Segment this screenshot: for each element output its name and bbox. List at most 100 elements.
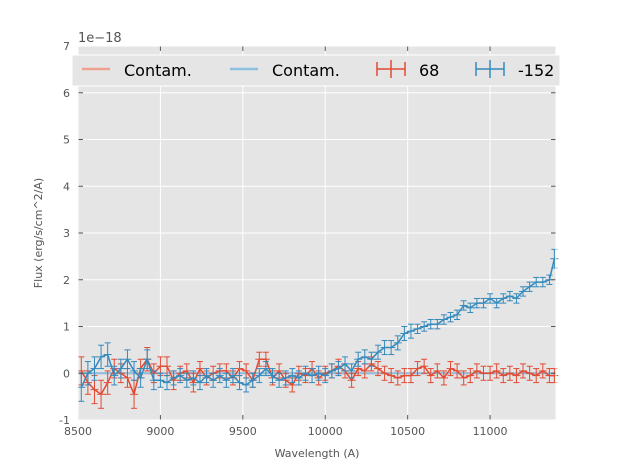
errorbar-152 (446, 311, 455, 323)
errorbar-152 (479, 297, 488, 309)
axis-ticks: 8500 9000 9500 10000 10500 11000 -1 0 1 2 3 4 5 6 7 (59, 40, 557, 438)
errorbar-68 (505, 365, 514, 381)
y-tick-label: 0 (63, 367, 70, 380)
errorbar-68 (459, 370, 468, 386)
errorbar-68 (466, 368, 475, 384)
errorbar-68 (519, 363, 528, 379)
errorbar-152 (505, 290, 514, 302)
errorbar-152 (97, 344, 106, 370)
x-tick-label: 9500 (229, 425, 257, 438)
errorbar-152 (116, 358, 125, 379)
errorbar-152 (327, 363, 336, 379)
errorbar-152 (453, 309, 462, 320)
legend-label-152: -152 (518, 61, 554, 80)
errorbar-152 (360, 349, 369, 365)
errorbar-152 (143, 349, 152, 370)
errorbar-152 (538, 276, 547, 288)
errorbar-68 (387, 368, 396, 384)
y-tick-label: 4 (63, 180, 70, 193)
errorbar-152 (123, 349, 132, 370)
x-tick-label: 10000 (308, 425, 343, 438)
y-tick-label: 3 (63, 227, 70, 240)
legend-swatch-68 (376, 60, 406, 78)
errorbar-152 (202, 368, 211, 384)
errorbar-152 (519, 286, 528, 297)
errorbar-152 (413, 323, 422, 335)
errorbar-68 (486, 365, 495, 381)
x-tick-label: 8500 (64, 425, 92, 438)
errorbar-68 (499, 368, 508, 384)
errorbar-68 (525, 365, 534, 381)
errorbar-68 (406, 368, 415, 384)
errorbar-68 (373, 361, 382, 377)
errorbar-152 (222, 372, 231, 388)
x-tick-label: 11000 (473, 425, 508, 438)
errorbar-152 (321, 368, 330, 384)
errorbar-152 (248, 372, 257, 388)
errorbar-68 (446, 361, 455, 377)
legend-label-contam-2: Contam. (272, 61, 340, 80)
errorbar-152 (393, 335, 402, 351)
errorbar-152 (354, 351, 363, 367)
errorbar-68 (512, 368, 521, 384)
errorbar-152 (308, 368, 317, 384)
errorbar-152 (433, 318, 442, 330)
errorbar-152 (347, 363, 356, 379)
errorbar-152 (103, 342, 112, 367)
offset-text: 1e−18 (78, 31, 122, 46)
errorbar-152 (420, 321, 429, 332)
errorbar-68 (420, 358, 429, 374)
y-axis-label: Flux (erg/s/cm^2/A) (32, 178, 45, 288)
errorbar-152 (373, 344, 382, 360)
errorbar-68 (479, 365, 488, 381)
legend-label-contam-1: Contam. (124, 61, 192, 80)
errorbar-152 (215, 368, 224, 384)
errorbar-152 (387, 340, 396, 356)
errorbar-68 (380, 365, 389, 381)
y-tick-label: 2 (63, 274, 70, 287)
errorbar-152 (83, 361, 92, 386)
errorbar-68 (538, 363, 547, 379)
errorbar-152 (341, 356, 350, 372)
errorbar-152 (545, 274, 554, 285)
errorbar-68 (393, 370, 402, 386)
errorbar-152 (242, 377, 251, 393)
errorbar-152 (314, 365, 323, 381)
errorbar-152 (288, 368, 297, 384)
errorbar-152 (255, 368, 264, 384)
errorbar-152 (439, 314, 448, 325)
errorbar-152 (492, 297, 501, 309)
errorbar-152 (294, 370, 303, 386)
errorbar-152 (189, 370, 198, 386)
errorbar-152 (334, 361, 343, 377)
errorbar-152 (136, 368, 145, 388)
x-tick-label: 9000 (146, 425, 174, 438)
errorbar-152 (499, 293, 508, 304)
errorbar-152 (90, 356, 99, 381)
errorbar-152 (182, 372, 191, 388)
errorbar-68 (103, 370, 112, 395)
y-tick-label: 6 (63, 87, 70, 100)
errorbar-152 (163, 375, 172, 391)
errorbar-68 (492, 363, 501, 379)
errorbar-152 (550, 248, 559, 269)
legend-box (71, 54, 561, 87)
errorbar-152 (209, 372, 218, 388)
errorbar-68 (413, 361, 422, 377)
y-tick-label: 1 (63, 321, 70, 334)
plot-frame (77, 45, 557, 421)
errorbar-152 (400, 326, 409, 342)
errorbar-68 (433, 363, 442, 379)
y-tick-label: 5 (63, 134, 70, 147)
legend: Contam. Contam. 68 -152 (71, 54, 561, 87)
errorbar-152 (156, 372, 165, 388)
y-tick-label: -1 (59, 414, 70, 427)
legend-label-68: 68 (419, 61, 439, 80)
x-tick-label: 10500 (390, 425, 425, 438)
series-152 (77, 248, 559, 402)
x-axis-label: Wavelength (A) (275, 447, 360, 460)
errorbar-152 (195, 375, 204, 391)
errorbar-152 (235, 375, 244, 391)
errorbar-152 (525, 281, 534, 292)
errorbar-152 (169, 370, 178, 386)
